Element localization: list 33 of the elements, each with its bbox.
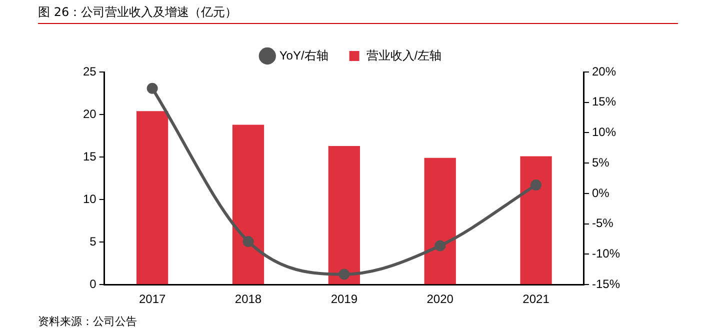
chart-title: 图 26：公司营业收入及增速（亿元） [38,4,678,24]
bar [520,156,552,284]
y2-tick-label: -10% [592,246,620,261]
y-tick-label: 25 [82,64,97,78]
x-tick-label: 2019 [330,292,358,306]
legend-label: 营业收入/左轴 [366,48,442,62]
point [530,179,542,190]
x-tick-label: 2018 [234,292,262,306]
y2-tick-label: -15% [592,276,620,291]
y-tick-label: 0 [90,276,97,291]
x-tick-label: 2017 [138,292,166,306]
y2-tick-label: 20% [592,64,616,78]
x-tick-label: 2020 [426,292,454,306]
x-tick-label: 2021 [522,292,550,306]
point [434,240,446,252]
point [242,236,254,247]
point [146,82,158,94]
y2-tick-label: 15% [592,94,616,109]
legend-label: YoY/右轴 [279,48,328,62]
y-tick-label: 15 [82,149,97,164]
bar [232,124,264,284]
y2-tick-label: 5% [592,155,610,170]
y2-tick-label: -5% [592,216,614,230]
y-tick-label: 10 [82,192,97,206]
bar [136,111,168,284]
bar [328,146,360,284]
y-tick-label: 5 [90,234,97,248]
text: 资料来源：公司公告 [38,314,137,329]
bar [424,158,456,284]
y2-tick-label: 0% [592,186,610,200]
y2-tick-label: 10% [592,125,616,140]
point [338,268,350,280]
y-tick-label: 20 [82,106,97,121]
